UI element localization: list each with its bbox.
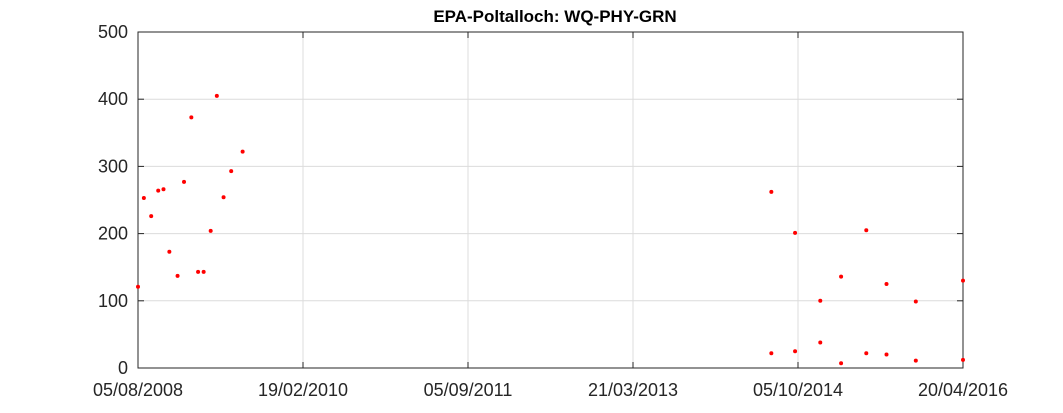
data-point bbox=[913, 299, 918, 304]
chart-title: EPA-Poltalloch: WQ-PHY-GRN bbox=[433, 7, 676, 26]
grid-layer bbox=[137, 31, 964, 369]
data-point bbox=[961, 357, 965, 362]
data-point bbox=[149, 214, 154, 219]
data-point bbox=[818, 340, 823, 345]
tick-layer bbox=[137, 31, 964, 369]
x-tick-label: 05/09/2011 bbox=[424, 380, 513, 400]
y-tick-label: 0 bbox=[118, 358, 128, 378]
data-point bbox=[156, 188, 161, 193]
data-point bbox=[229, 169, 234, 174]
data-point bbox=[175, 273, 180, 278]
data-point bbox=[182, 179, 187, 184]
x-tick-labels: 05/08/2008 19/02/2010 05/09/2011 21/03/2013… bbox=[93, 380, 1008, 400]
data-point bbox=[141, 195, 146, 200]
data-point bbox=[221, 195, 226, 200]
data-point bbox=[884, 282, 889, 286]
y-tick-labels: 0 100 200 300 400 500 bbox=[98, 22, 128, 378]
data-point bbox=[161, 187, 166, 192]
axes-box bbox=[137, 31, 964, 369]
data-point bbox=[136, 284, 140, 289]
data-points bbox=[136, 93, 965, 366]
data-point bbox=[913, 358, 918, 363]
data-point bbox=[793, 349, 798, 354]
y-tick-label: 300 bbox=[98, 156, 128, 176]
data-point bbox=[208, 228, 213, 233]
data-point bbox=[196, 269, 201, 274]
data-point bbox=[769, 351, 774, 356]
data-point bbox=[884, 352, 889, 357]
data-point bbox=[818, 298, 823, 303]
x-tick-label: 05/08/2008 bbox=[93, 380, 183, 400]
data-point bbox=[167, 249, 172, 254]
data-point bbox=[769, 189, 774, 194]
y-tick-label: 500 bbox=[98, 22, 128, 42]
y-tick-label: 200 bbox=[98, 224, 128, 244]
data-point bbox=[839, 361, 844, 366]
data-point bbox=[839, 274, 844, 279]
x-tick-label: 21/03/2013 bbox=[588, 380, 678, 400]
data-point bbox=[864, 228, 869, 233]
y-tick-label: 100 bbox=[98, 291, 128, 311]
x-tick-label: 05/10/2014 bbox=[753, 380, 843, 400]
data-point bbox=[189, 115, 194, 120]
data-point bbox=[961, 278, 965, 283]
x-tick-label: 20/04/2016 bbox=[918, 380, 1008, 400]
data-point bbox=[214, 93, 219, 98]
data-point bbox=[240, 149, 245, 154]
x-tick-label: 19/02/2010 bbox=[258, 380, 348, 400]
data-point bbox=[201, 269, 206, 274]
data-point bbox=[793, 230, 798, 235]
data-point bbox=[864, 351, 869, 356]
y-tick-label: 400 bbox=[98, 89, 128, 109]
